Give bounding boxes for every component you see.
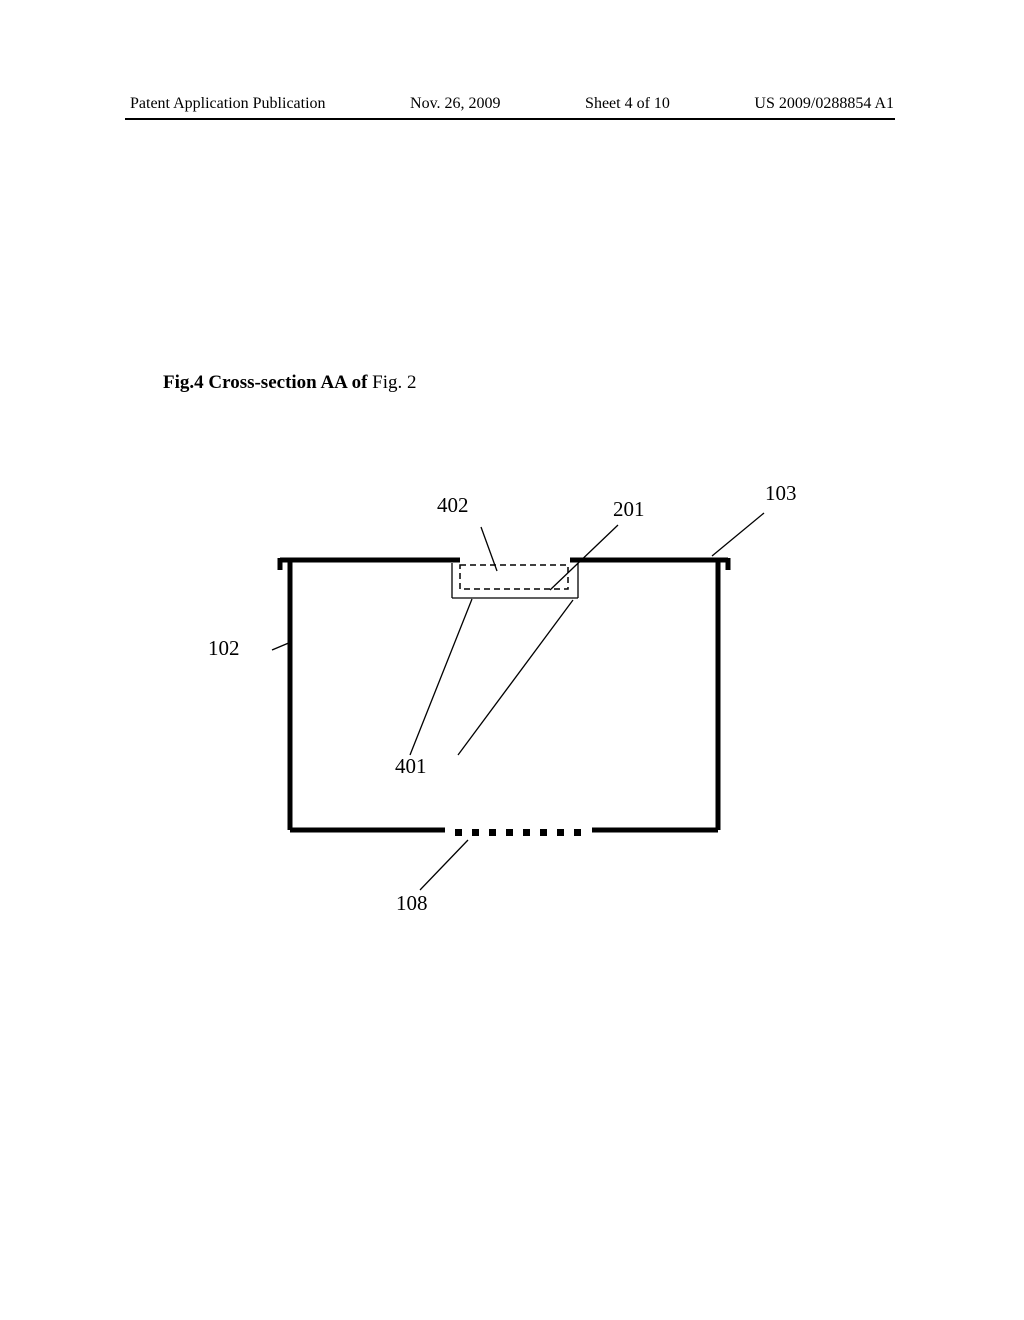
page-header: Patent Application Publication Nov. 26, … <box>0 95 1024 113</box>
figure-diagram: 402 201 103 102 401 108 <box>0 450 1024 950</box>
header-rule <box>125 118 895 120</box>
ref-label-103: 103 <box>765 481 797 505</box>
figure-caption: Fig.4 Cross-section AA of Fig. 2 <box>163 372 417 394</box>
publication-date: Nov. 26, 2009 <box>410 95 501 113</box>
publication-number: US 2009/0288854 A1 <box>754 95 894 113</box>
publication-type: Patent Application Publication <box>130 95 326 113</box>
caption-norm: Fig. 2 <box>367 372 416 393</box>
ref-label-201: 201 <box>613 497 645 521</box>
ref-label-402: 402 <box>437 493 469 517</box>
diagram-svg: 402 201 103 102 401 108 <box>0 450 1024 950</box>
ref-label-401: 401 <box>395 754 427 778</box>
sheet-number: Sheet 4 of 10 <box>585 95 670 113</box>
ref-label-102: 102 <box>208 636 240 660</box>
ref-label-108: 108 <box>396 891 428 915</box>
caption-bold: Fig.4 Cross-section AA of <box>163 372 367 393</box>
